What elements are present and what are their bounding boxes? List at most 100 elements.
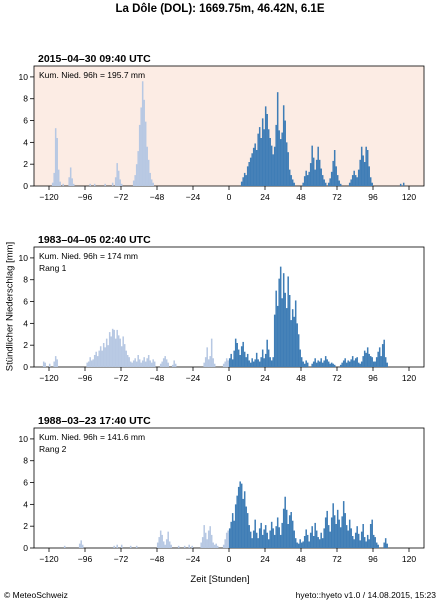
precip-bar bbox=[368, 353, 370, 367]
precip-bar bbox=[314, 169, 316, 186]
precip-bar bbox=[347, 530, 349, 548]
precip-bar bbox=[333, 150, 336, 186]
precip-bar bbox=[224, 361, 226, 367]
precip-bar bbox=[240, 181, 243, 186]
precip-bar bbox=[228, 528, 231, 548]
precip-bar bbox=[317, 360, 319, 367]
precip-bar bbox=[128, 357, 130, 367]
precip-bar bbox=[86, 362, 88, 367]
x-tick-label: −72 bbox=[114, 192, 129, 202]
precip-bar bbox=[248, 525, 250, 548]
precip-bar bbox=[351, 175, 354, 186]
precip-bar bbox=[345, 362, 348, 367]
precip-bar bbox=[263, 358, 265, 367]
precip-bar bbox=[111, 328, 114, 367]
precip-bar bbox=[156, 542, 159, 548]
precip-bar bbox=[303, 363, 306, 367]
precip-bar bbox=[383, 339, 385, 367]
precip-bar bbox=[309, 163, 312, 186]
precip-bar bbox=[258, 361, 261, 367]
precip-bar bbox=[261, 118, 264, 186]
precip-bar bbox=[254, 359, 256, 367]
precip-bar bbox=[246, 166, 249, 186]
y-tick-label: 2 bbox=[23, 340, 28, 350]
precip-bar bbox=[329, 178, 331, 186]
page-title: La Dôle (DOL): 1669.75m, 46.42N, 6.1E bbox=[115, 3, 325, 15]
precip-bar bbox=[272, 357, 274, 367]
precip-bar bbox=[332, 503, 334, 548]
precip-bar bbox=[150, 179, 153, 186]
precip-bar bbox=[231, 513, 234, 548]
precip-bar bbox=[212, 542, 214, 548]
precip-bar bbox=[279, 534, 282, 548]
precip-bar bbox=[249, 531, 252, 548]
precip-bar bbox=[210, 534, 213, 548]
precip-bar bbox=[233, 520, 235, 548]
precip-bar bbox=[123, 344, 126, 367]
precip-bar bbox=[323, 528, 325, 548]
precip-bar bbox=[279, 139, 282, 186]
x-tick-label: 120 bbox=[402, 373, 416, 383]
precip-bar bbox=[165, 359, 168, 367]
precip-bar bbox=[350, 528, 352, 548]
precip-bar bbox=[125, 350, 127, 367]
precip-bar bbox=[215, 543, 217, 548]
precip-bar bbox=[333, 515, 336, 548]
precip-bar bbox=[152, 359, 154, 367]
precip-bar bbox=[246, 353, 249, 367]
precip-bar bbox=[258, 127, 261, 186]
precip-bar bbox=[207, 359, 210, 367]
copyright-text: © MeteoSchweiz bbox=[4, 590, 68, 600]
precip-bar bbox=[246, 513, 249, 548]
precip-bar bbox=[230, 521, 232, 548]
x-tick-label: 24 bbox=[260, 373, 270, 383]
precip-bar bbox=[227, 530, 229, 548]
precip-bar bbox=[330, 517, 333, 548]
x-tick-label: 72 bbox=[332, 373, 342, 383]
precip-bar bbox=[204, 532, 207, 548]
precip-bar bbox=[348, 361, 351, 367]
precip-bar bbox=[318, 361, 321, 367]
precip-bar bbox=[318, 159, 321, 186]
precip-bar bbox=[294, 300, 297, 367]
precip-bar bbox=[44, 362, 46, 367]
precip-bar bbox=[300, 357, 303, 367]
precip-bar bbox=[297, 543, 300, 548]
precip-bar bbox=[366, 534, 369, 548]
precip-bar bbox=[141, 360, 144, 367]
y-tick-label: 8 bbox=[23, 94, 28, 104]
precip-bar bbox=[227, 360, 229, 367]
y-tick-label: 4 bbox=[23, 318, 28, 328]
precip-bar bbox=[56, 138, 58, 186]
precip-bar bbox=[299, 349, 301, 367]
precip-bar bbox=[365, 541, 367, 548]
precip-bar bbox=[93, 183, 96, 186]
y-tick-label: 0 bbox=[23, 543, 28, 553]
precip-bar bbox=[311, 526, 313, 548]
precip-bar bbox=[131, 362, 133, 367]
precip-bar bbox=[249, 157, 252, 186]
precip-bar bbox=[54, 356, 57, 367]
precip-bar bbox=[59, 181, 61, 186]
x-tick-label: −120 bbox=[39, 192, 58, 202]
precip-bar bbox=[257, 359, 259, 367]
precip-bar bbox=[146, 146, 148, 186]
precip-bar bbox=[117, 170, 120, 186]
precip-bar bbox=[209, 356, 211, 367]
precip-bar bbox=[323, 179, 325, 186]
precip-bar bbox=[339, 183, 342, 186]
precip-bar bbox=[377, 544, 379, 548]
precip-bar bbox=[113, 329, 115, 367]
precip-bar bbox=[245, 506, 247, 548]
precip-bar bbox=[120, 346, 123, 367]
precip-bar bbox=[111, 182, 114, 186]
precip-bar bbox=[135, 545, 138, 548]
precip-bar bbox=[48, 363, 51, 367]
precip-bar bbox=[306, 362, 309, 367]
precip-bar bbox=[252, 361, 255, 367]
precip-bar bbox=[275, 526, 277, 548]
precip-bar bbox=[281, 132, 283, 186]
precip-bar bbox=[270, 360, 273, 367]
precip-bar bbox=[291, 520, 294, 548]
precip-bar bbox=[56, 359, 58, 367]
